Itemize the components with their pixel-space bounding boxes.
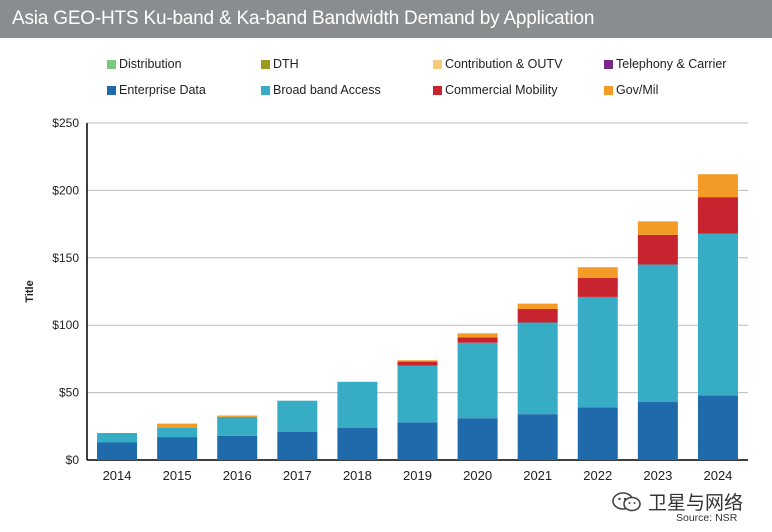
legend-label: Distribution — [119, 57, 182, 71]
bar-enterprise-data-2018 — [337, 427, 378, 460]
bar-enterprise-data-2016 — [217, 435, 258, 460]
legend-label: Commercial Mobility — [445, 83, 558, 97]
bar-broad-band-access-2020 — [457, 342, 498, 419]
bar-enterprise-data-2023 — [637, 402, 678, 460]
bar-gov-mil-2016 — [217, 415, 258, 417]
legend-swatch — [107, 59, 116, 69]
y-tick-label: $100 — [52, 318, 79, 332]
bar-broad-band-access-2021 — [517, 322, 558, 415]
bar-enterprise-data-2015 — [157, 437, 198, 460]
legend-swatch — [107, 85, 116, 95]
bar-gov-mil-2021 — [517, 303, 558, 310]
legend-swatch — [261, 59, 270, 69]
legend-item-commercial-mobility: Commercial Mobility — [433, 83, 558, 97]
x-tick-label: 2015 — [163, 468, 192, 483]
bar-commercial-mobility-2021 — [517, 309, 558, 323]
legend-item-telephony-carrier: Telephony & Carrier — [604, 57, 726, 71]
bar-broad-band-access-2017 — [277, 400, 318, 432]
bar-enterprise-data-2024 — [697, 395, 738, 460]
legend-item-contribution-outv: Contribution & OUTV — [433, 57, 562, 71]
x-tick-label: 2022 — [583, 468, 612, 483]
bar-commercial-mobility-2022 — [577, 278, 618, 297]
y-axis-label: Title — [24, 280, 36, 302]
legend-item-broadband-access: Broad band Access — [261, 83, 381, 97]
watermark-text: 卫星与网络 — [648, 493, 744, 514]
bar-broad-band-access-2022 — [577, 296, 618, 408]
x-tick-label: 2018 — [343, 468, 372, 483]
legend-item-gov-mil: Gov/Mil — [604, 83, 658, 97]
bar-enterprise-data-2014 — [97, 442, 138, 460]
x-tick-label: 2024 — [703, 468, 732, 483]
legend-label: Gov/Mil — [616, 83, 659, 97]
bar-enterprise-data-2022 — [577, 407, 618, 460]
legend-label: Telephony & Carrier — [616, 57, 727, 71]
bar-commercial-mobility-2020 — [457, 337, 498, 343]
y-tick-label: $50 — [59, 386, 79, 400]
bar-gov-mil-2015 — [157, 423, 198, 428]
bar-broad-band-access-2023 — [637, 264, 678, 403]
legend-label: Enterprise Data — [119, 83, 206, 97]
bar-broad-band-access-2015 — [157, 427, 198, 438]
legend-swatch — [604, 59, 613, 69]
x-tick-label: 2023 — [643, 468, 672, 483]
bar-gov-mil-2019 — [397, 360, 438, 362]
legend-label: Broad band Access — [273, 83, 381, 97]
bar-gov-mil-2022 — [577, 267, 618, 279]
y-tick-label: $200 — [52, 183, 79, 197]
legend-swatch — [433, 59, 442, 69]
bar-broad-band-access-2016 — [217, 416, 258, 436]
x-tick-label: 2017 — [283, 468, 312, 483]
bar-commercial-mobility-2019 — [397, 361, 438, 366]
x-tick-label: 2016 — [223, 468, 252, 483]
legend-item-dth: DTH — [261, 57, 299, 71]
legend: Distribution DTH Contribution & OUTV Tel… — [0, 52, 772, 102]
bar-enterprise-data-2017 — [277, 431, 318, 460]
bar-broad-band-access-2018 — [337, 381, 378, 428]
bar-gov-mil-2020 — [457, 333, 498, 338]
source-note: Source: NSR — [676, 512, 738, 524]
bar-broad-band-access-2019 — [397, 365, 438, 423]
bar-broad-band-access-2014 — [97, 433, 138, 443]
y-tick-label: $150 — [52, 251, 79, 265]
legend-swatch — [604, 85, 613, 95]
watermark: 卫星与网络 — [612, 488, 743, 515]
bar-enterprise-data-2020 — [457, 418, 498, 460]
bar-gov-mil-2024 — [697, 174, 738, 198]
legend-swatch — [433, 85, 442, 95]
title-bar: Asia GEO-HTS Ku-band & Ka-band Bandwidth… — [0, 0, 772, 38]
bar-gov-mil-2023 — [637, 221, 678, 235]
legend-swatch — [261, 85, 270, 95]
y-tick-label: $250 — [52, 116, 79, 130]
legend-item-distribution: Distribution — [107, 57, 182, 71]
bar-commercial-mobility-2023 — [637, 234, 678, 265]
bar-commercial-mobility-2024 — [697, 197, 738, 234]
bar-enterprise-data-2021 — [517, 414, 558, 460]
legend-item-enterprise-data: Enterprise Data — [107, 83, 206, 97]
x-tick-label: 2014 — [103, 468, 132, 483]
chart-title: Asia GEO-HTS Ku-band & Ka-band Bandwidth… — [12, 8, 595, 29]
x-tick-label: 2021 — [523, 468, 552, 483]
wechat-icon — [612, 491, 642, 512]
bar-enterprise-data-2019 — [397, 422, 438, 460]
legend-label: DTH — [273, 57, 299, 71]
y-tick-label: $0 — [66, 453, 80, 467]
bar-broad-band-access-2024 — [697, 233, 738, 396]
x-tick-label: 2019 — [403, 468, 432, 483]
x-tick-label: 2020 — [463, 468, 492, 483]
legend-label: Contribution & OUTV — [445, 57, 563, 71]
